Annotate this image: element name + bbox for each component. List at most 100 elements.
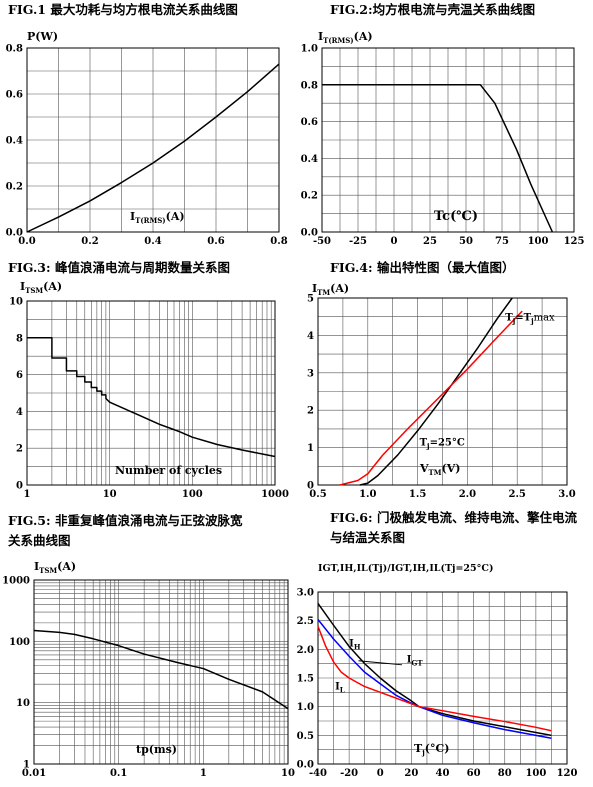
fig3-y-tick-label: 0 <box>16 481 23 492</box>
fig3-y-tick-label: 2 <box>16 444 23 455</box>
fig2-chart: FIG.2:均方根电流与壳温关系曲线图 -50 -25 0 25 50 75 100 125 0.… <box>301 2 585 247</box>
fig6-annotation: IGT <box>407 655 424 668</box>
fig4-y-axis-label: ITM(A) <box>312 282 349 297</box>
fig2-y-tick-label: 0.2 <box>301 191 318 202</box>
fig4-y-tick-label: 4 <box>307 331 314 342</box>
fig6-grid <box>317 591 568 765</box>
fig2-x-tick-label: 50 <box>459 236 473 247</box>
fig5-x-tick-label: 0.1 <box>110 768 127 779</box>
fig1-y-tick-label: 0.8 <box>6 44 23 55</box>
fig1-x-tick-label: 0.8 <box>270 236 287 247</box>
fig1-series-line-1 <box>26 63 280 233</box>
fig6-x-tick-label: -40 <box>309 768 327 779</box>
fig6-x-tick-label: 100 <box>525 768 546 779</box>
fig5-title: FIG.5: 非重复峰值浪涌电流与正弦波脉宽 <box>8 513 243 528</box>
fig3-frame <box>26 300 276 486</box>
fig3-x-tick-label: 10 <box>103 489 117 500</box>
fig3-series-line-1 <box>27 337 276 458</box>
fig3-y-tick-label: 8 <box>16 333 23 344</box>
fig2-x-axis-label: Tc(℃) <box>434 209 478 224</box>
fig6-x-tick-label: 20 <box>404 768 418 779</box>
fig2-x-tick-label: 0 <box>391 236 398 247</box>
fig2-title: FIG.2:均方根电流与壳温关系曲线图 <box>330 2 535 17</box>
fig1-y-axis-label: P(W) <box>27 30 58 43</box>
fig5-y-tick-label: 1000 <box>2 576 30 587</box>
fig2-grid <box>321 47 575 233</box>
fig3-grid <box>26 300 275 486</box>
fig6-y-tick-label: 0.0 <box>297 760 314 771</box>
fig4-y-tick-label: 0 <box>307 481 314 492</box>
fig6-title-line2: 与结温关系图 <box>330 530 405 545</box>
fig3-y-tick-label: 4 <box>16 407 23 418</box>
fig1-y-tick-label: 0.0 <box>6 228 23 239</box>
fig6-x-tick-label: -20 <box>340 768 358 779</box>
fig4-annotation: Tj=25°C <box>420 438 465 451</box>
fig1-title: FIG.1 最大功耗与均方根电流关系曲线图 <box>8 2 238 17</box>
fig5-y-axis-label: ITSM(A) <box>34 560 76 575</box>
fig1-x-tick-label: 0.6 <box>207 236 224 247</box>
fig1-x-tick-label: 0.0 <box>18 236 35 247</box>
fig6-annotation: IH <box>349 638 361 651</box>
fig6-x-tick-label: 0 <box>377 768 384 779</box>
fig5-y-tick-label: 10 <box>16 698 30 709</box>
fig4-y-tick-label: 5 <box>307 294 314 305</box>
fig6-y-tick-label: 1.5 <box>297 674 314 685</box>
fig1-x-tick-label: 0.4 <box>144 236 161 247</box>
fig4-series-line-1 <box>359 297 513 486</box>
fig5-title-line2: 关系曲线图 <box>8 533 71 548</box>
fig4-x-tick-label: 3.0 <box>558 489 575 500</box>
fig6-y-tick-label: 3.0 <box>297 588 314 599</box>
fig1-x-axis-label: IT(RMS)(A) <box>130 210 185 225</box>
fig5-x-tick-label: 10 <box>281 768 295 779</box>
fig6-y-axis-label: IGT,IH,IL(Tj)/IGT,IH,IL(Tj=25°C) <box>318 563 493 574</box>
fig3-y-axis-label: ITSM(A) <box>20 280 62 295</box>
fig1-y-tick-label: 0.6 <box>6 90 23 101</box>
fig4-x-tick-label: 1.5 <box>409 489 426 500</box>
fig6-y-tick-label: 1.0 <box>297 702 314 713</box>
fig4-y-tick-label: 2 <box>307 406 314 417</box>
fig2-x-tick-label: 100 <box>528 236 549 247</box>
fig2-y-tick-label: 0.4 <box>301 154 318 165</box>
fig3-title: FIG.3: 峰值浪涌电流与周期数量关系图 <box>8 260 230 275</box>
fig2-x-tick-label: -25 <box>349 236 367 247</box>
fig6-series-line-2 <box>317 619 552 739</box>
fig6-y-tick-label: 0.5 <box>297 731 314 742</box>
fig3-chart: FIG.3: 峰值浪涌电流与周期数量关系图 1 10 100 1000 0 2 4 6 8 10 IT… <box>8 260 289 500</box>
fig4-annotation: Tj=Tjmax <box>505 312 555 325</box>
fig5-series-line-1 <box>33 629 289 710</box>
fig2-frame <box>321 47 575 233</box>
fig2-series-line-1 <box>322 84 554 233</box>
fig6-x-tick-label: 40 <box>436 768 450 779</box>
fig1-x-tick-label: 0.2 <box>81 236 98 247</box>
fig2-y-tick-label: 1.0 <box>301 44 318 55</box>
fig5-grid <box>33 580 288 765</box>
fig4-x-tick-label: 0.5 <box>309 489 326 500</box>
fig5-x-tick-label: 1 <box>200 768 207 779</box>
fig1-frame <box>26 47 280 233</box>
fig6-title: FIG.6: 门极触发电流、维持电流、擎住电流 <box>330 510 577 525</box>
fig3-x-tick-label: 1000 <box>261 489 289 500</box>
fig6-igt-pointer <box>358 660 403 666</box>
fig6-x-axis-label: Tj(°C) <box>414 742 449 757</box>
fig4-series-line-2 <box>339 310 523 486</box>
fig6-annotation: IL <box>335 681 345 694</box>
fig2-x-tick-label: 125 <box>564 236 585 247</box>
fig2-y-axis-label: IT(RMS)(A) <box>318 30 373 45</box>
fig5-x-axis-label: tp(ms) <box>136 743 177 756</box>
fig6-x-tick-label: 80 <box>498 768 512 779</box>
fig3-y-tick-label: 10 <box>9 297 23 308</box>
fig5-y-tick-label: 1 <box>23 760 30 771</box>
fig4-x-tick-label: 1.0 <box>359 489 376 500</box>
fig2-x-tick-label: 25 <box>423 236 437 247</box>
fig4-x-tick-label: 2.5 <box>508 489 525 500</box>
fig1-chart: FIG.1 最大功耗与均方根电流关系曲线图 0.0 0.2 0.4 0.6 0.8 0.0 0… <box>6 2 288 247</box>
fig3-y-tick-label: 6 <box>16 370 23 381</box>
fig2-y-tick-label: 0.8 <box>301 80 318 91</box>
fig4-y-tick-label: 3 <box>307 368 314 379</box>
fig2-y-tick-label: 0.6 <box>301 117 318 128</box>
fig4-title: FIG.4: 输出特性图（最大值图） <box>330 260 514 275</box>
fig1-grid <box>26 47 280 233</box>
fig4-x-tick-label: 2.0 <box>459 489 476 500</box>
